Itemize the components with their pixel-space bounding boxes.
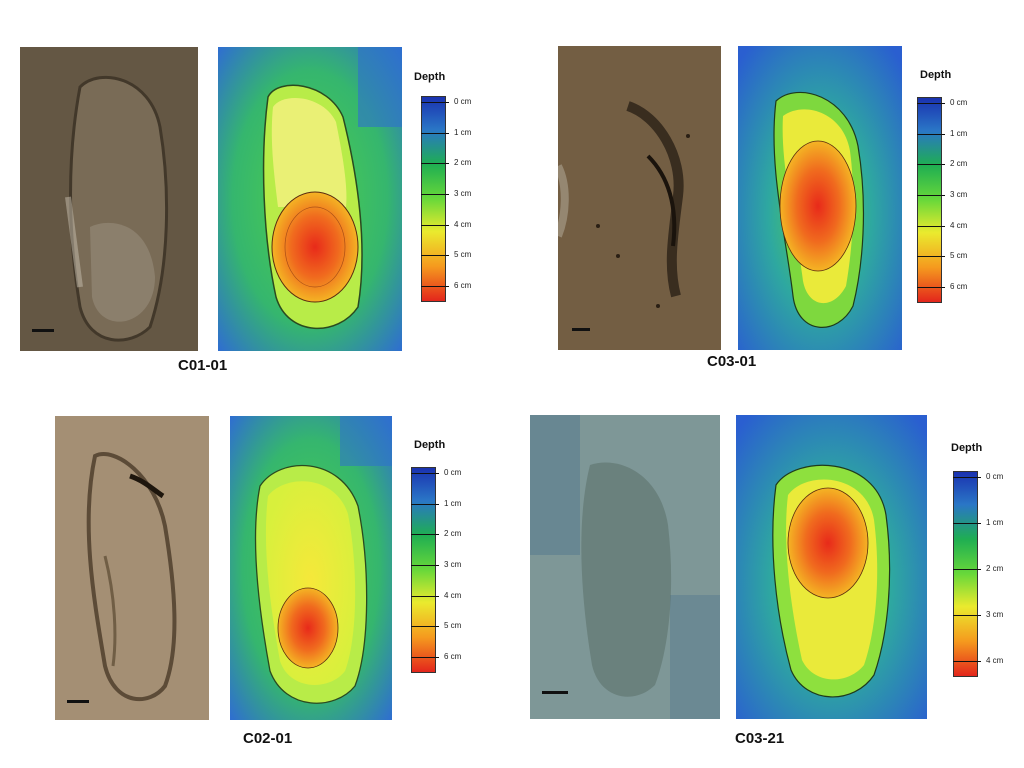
colorbar-tick [917, 133, 945, 135]
colorbar-tick [917, 164, 945, 166]
colorbar-tick-label: 5 cm [444, 621, 462, 631]
scale-bar [542, 691, 568, 694]
colorbar-tick [953, 523, 981, 524]
legend-title: Depth [951, 442, 983, 454]
colorbar-tick [421, 255, 449, 257]
colorbar-tick [421, 102, 449, 103]
colorbar-tick [411, 657, 439, 658]
colorbar-tick-label: 1 cm [950, 128, 968, 138]
colorbar-tick-label: 3 cm [454, 189, 472, 198]
depth-map-c02-01 [230, 416, 392, 720]
colorbar-tick [917, 195, 945, 196]
footprint-photo-c03-21 [530, 415, 720, 719]
colorbar-tick-label: 5 cm [950, 251, 968, 261]
footprint-photo-c03-01 [558, 46, 721, 350]
colorbar-tick [411, 503, 439, 505]
colorbar-tick-label: 1 cm [444, 498, 462, 508]
colorbar-tick-label: 2 cm [454, 158, 472, 168]
colorbar-tick [953, 661, 981, 662]
scale-bar [572, 328, 590, 331]
depth-map-c03-21 [736, 415, 927, 719]
colorbar-tick [953, 615, 981, 616]
depth-colorbar [411, 467, 436, 673]
colorbar-tick-label: 4 cm [454, 219, 472, 229]
legend-title: Depth [414, 439, 446, 451]
scale-bar [32, 329, 54, 332]
colorbar-tick-label: 1 cm [454, 127, 472, 137]
colorbar-tick-label: 0 cm [454, 97, 472, 106]
colorbar-tick-label: 0 cm [986, 472, 1004, 481]
colorbar-tick-label: 6 cm [950, 282, 968, 291]
depth-colorbar [421, 96, 446, 302]
depth-map-c01-01 [218, 47, 402, 351]
panel-label-c03-01: C03-01 [707, 353, 757, 370]
depth-map-c03-01 [738, 46, 902, 350]
colorbar-tick-label: 4 cm [444, 590, 462, 600]
colorbar-tick-label: 1 cm [986, 518, 1004, 527]
footprint-photo-c02-01 [55, 416, 209, 720]
depth-colorbar [917, 97, 942, 303]
legend-title: Depth [920, 69, 952, 81]
colorbar-tick [411, 473, 439, 474]
colorbar-tick [421, 224, 449, 226]
colorbar-tick [917, 103, 945, 104]
panel-label-c01-01: C01-01 [178, 357, 228, 374]
scale-bar [67, 700, 89, 703]
colorbar-tick-label: 2 cm [950, 159, 968, 169]
colorbar-tick [421, 194, 449, 195]
colorbar-tick [411, 565, 439, 566]
colorbar-tick [917, 256, 945, 258]
colorbar-tick [917, 225, 945, 227]
colorbar-tick-label: 3 cm [986, 610, 1004, 619]
colorbar-tick-label: 2 cm [986, 564, 1004, 573]
panel-label-c03-21: C03-21 [735, 730, 785, 747]
legend-title: Depth [414, 71, 446, 83]
colorbar-tick-label: 6 cm [454, 281, 472, 290]
colorbar-tick [953, 569, 981, 570]
colorbar-tick-label: 3 cm [950, 190, 968, 199]
colorbar-tick-label: 4 cm [986, 656, 1004, 665]
panel-label-c02-01: C02-01 [243, 730, 293, 747]
colorbar-tick-label: 5 cm [454, 250, 472, 260]
colorbar-tick [421, 286, 449, 287]
footprint-photo-c01-01 [20, 47, 198, 351]
colorbar-tick-label: 4 cm [950, 220, 968, 230]
colorbar-tick [411, 595, 439, 597]
colorbar-tick-label: 0 cm [950, 98, 968, 107]
colorbar-tick [917, 287, 945, 288]
colorbar-tick-label: 6 cm [444, 652, 462, 661]
colorbar-tick-label: 3 cm [444, 560, 462, 569]
colorbar-tick-label: 0 cm [444, 468, 462, 477]
colorbar-tick [411, 534, 439, 536]
colorbar-tick [411, 626, 439, 628]
colorbar-tick [421, 163, 449, 165]
colorbar-tick [421, 132, 449, 134]
colorbar-tick [953, 477, 981, 478]
depth-colorbar [953, 471, 978, 677]
colorbar-tick-label: 2 cm [444, 529, 462, 539]
